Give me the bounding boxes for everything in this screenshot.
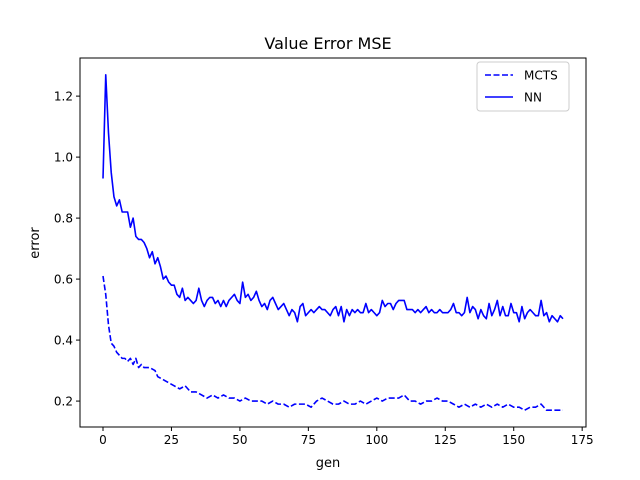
x-tick-label: 75 xyxy=(301,433,316,447)
y-tick-label: 1.2 xyxy=(54,89,73,103)
y-tick-label: 0.2 xyxy=(54,394,73,408)
plot-area xyxy=(102,73,564,412)
y-axis-title: error xyxy=(28,227,43,259)
legend: MCTS NN xyxy=(476,61,570,112)
x-tick-label: 25 xyxy=(164,433,179,447)
x-tick-label: 150 xyxy=(502,433,525,447)
series-line-mcts xyxy=(102,275,563,412)
plot-frame xyxy=(79,57,587,428)
legend-label-mcts: MCTS xyxy=(524,69,558,83)
x-tick-label: 125 xyxy=(434,433,457,447)
chart-title: Value Error MSE xyxy=(264,34,391,53)
legend-label-nn: NN xyxy=(524,91,542,105)
series-line-nn xyxy=(102,73,564,323)
x-axis: 0 25 50 75 100 125 150 175 xyxy=(99,427,594,447)
y-tick-label: 0.8 xyxy=(54,211,73,225)
x-axis-title: gen xyxy=(316,456,341,471)
y-axis: 0.2 0.4 0.6 0.8 1.0 1.2 xyxy=(54,89,80,408)
legend-box xyxy=(476,61,570,112)
x-tick-label: 100 xyxy=(365,433,388,447)
y-tick-label: 0.6 xyxy=(54,272,73,286)
x-tick-label: 0 xyxy=(99,433,107,447)
y-tick-label: 1.0 xyxy=(54,150,73,164)
y-tick-label: 0.4 xyxy=(54,333,73,347)
x-tick-label: 50 xyxy=(232,433,247,447)
x-tick-label: 175 xyxy=(571,433,594,447)
